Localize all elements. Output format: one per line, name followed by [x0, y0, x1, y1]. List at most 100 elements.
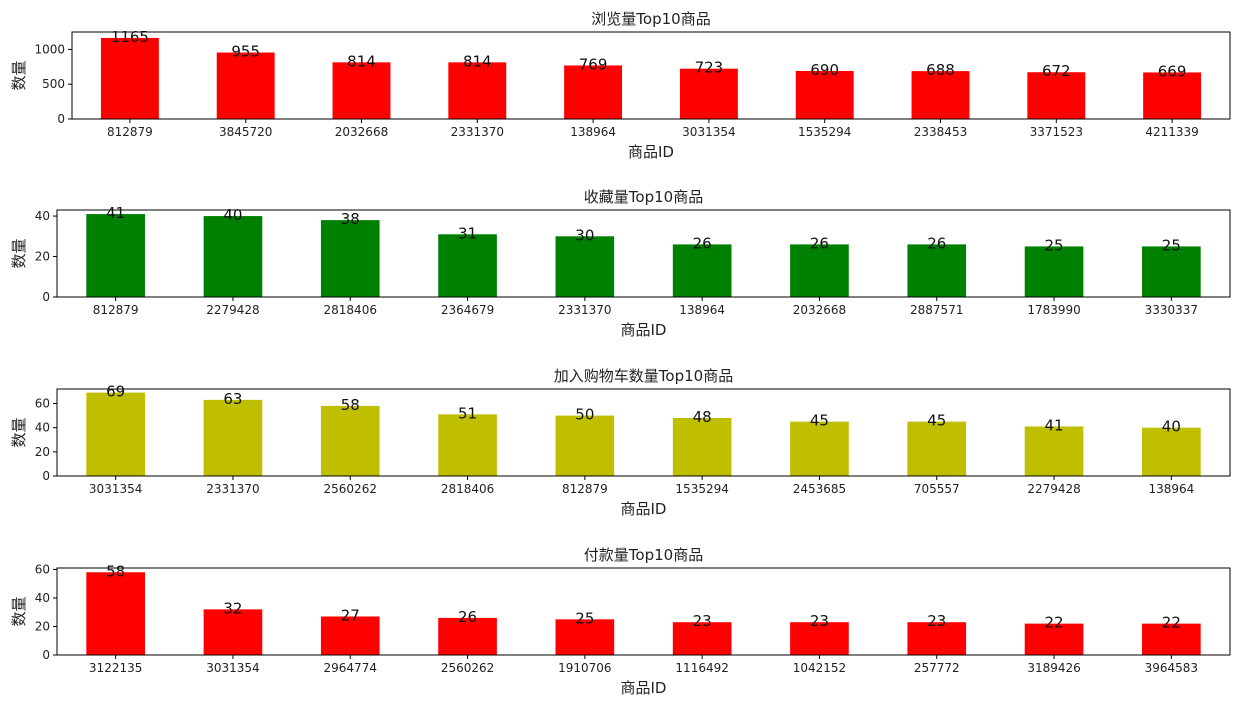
- x-tick-label: 257772: [914, 661, 960, 675]
- x-tick-label: 2887571: [910, 303, 963, 317]
- y-axis-label: 数量: [10, 60, 28, 90]
- x-tick-label: 1783990: [1027, 303, 1080, 317]
- data-label: 769: [579, 55, 608, 73]
- bar: [790, 622, 849, 655]
- x-tick-label: 2279428: [1027, 482, 1080, 496]
- data-label: 69: [106, 383, 125, 401]
- bar: [100, 37, 159, 119]
- x-tick-label: 2560262: [324, 482, 377, 496]
- x-tick-label: 138964: [679, 303, 725, 317]
- data-label: 25: [1162, 236, 1181, 254]
- bar: [320, 405, 380, 476]
- y-tick-label: 0: [42, 648, 50, 662]
- data-label: 58: [106, 562, 125, 580]
- bar: [320, 616, 380, 655]
- data-label: 26: [693, 234, 712, 252]
- bar: [438, 234, 497, 297]
- data-label: 23: [810, 612, 829, 630]
- x-tick-label: 1535294: [798, 125, 851, 139]
- bar: [86, 572, 145, 655]
- data-label: 22: [1162, 614, 1181, 632]
- bar: [203, 216, 263, 297]
- bar: [203, 399, 263, 477]
- x-axis-label: 商品ID: [621, 500, 667, 518]
- y-tick-label: 20: [35, 445, 50, 459]
- data-label: 955: [231, 43, 260, 61]
- data-label: 40: [1162, 418, 1181, 436]
- bar: [332, 62, 391, 119]
- bar: [320, 220, 380, 297]
- x-tick-label: 3122135: [89, 661, 142, 675]
- data-label: 23: [927, 612, 946, 630]
- subplot-1: 1165 955 814 814 769 723 690 688 672 669 812879 384…: [10, 10, 1231, 161]
- data-label: 688: [926, 61, 955, 79]
- x-tick-label: 3330337: [1145, 303, 1198, 317]
- data-label: 58: [341, 396, 360, 414]
- subplot-4: 58 32 27 26 25 23 23 23 22 22 3122135 3031354 296477…: [10, 546, 1231, 697]
- x-tick-label: 138964: [1148, 482, 1194, 496]
- x-tick-label: 3031354: [89, 482, 142, 496]
- y-tick-label: 500: [42, 77, 65, 91]
- data-label: 814: [463, 52, 492, 70]
- x-tick-label: 812879: [93, 303, 139, 317]
- x-tick-label: 1535294: [675, 482, 728, 496]
- chart-title: 加入购物车数量Top10商品: [554, 367, 733, 385]
- data-label: 45: [927, 412, 946, 430]
- y-axis-label: 数量: [10, 238, 28, 268]
- x-tick-label: 2453685: [793, 482, 846, 496]
- y-tick-label: 1000: [34, 42, 65, 56]
- data-label: 48: [693, 408, 712, 426]
- data-label: 27: [341, 606, 360, 624]
- x-tick-label: 4211339: [1145, 125, 1198, 139]
- plot-frame: [56, 567, 1231, 656]
- x-tick-label: 3845720: [219, 125, 272, 139]
- x-tick-label: 2331370: [451, 125, 504, 139]
- y-tick-label: 0: [57, 112, 65, 126]
- bar: [911, 71, 970, 119]
- bar: [672, 418, 732, 476]
- x-axis-label: 商品ID: [621, 679, 667, 697]
- bar: [672, 244, 732, 297]
- data-label: 26: [927, 234, 946, 252]
- data-label: 669: [1158, 62, 1187, 80]
- x-tick-label: 3964583: [1145, 661, 1198, 675]
- bar: [1142, 246, 1201, 297]
- bar: [790, 421, 849, 477]
- bar: [438, 414, 497, 477]
- data-label: 814: [347, 52, 376, 70]
- y-tick-label: 0: [42, 290, 50, 304]
- data-label: 23: [693, 612, 712, 630]
- data-label: 723: [695, 59, 724, 77]
- x-tick-label: 3031354: [206, 661, 259, 675]
- data-label: 1165: [111, 28, 149, 46]
- plot-frame: [56, 388, 1231, 477]
- x-tick-label: 2032668: [335, 125, 388, 139]
- data-label: 63: [223, 390, 242, 408]
- bar: [555, 415, 615, 476]
- data-label: 32: [223, 599, 242, 617]
- x-tick-label: 1116492: [675, 661, 728, 675]
- bar: [203, 609, 263, 655]
- bar: [1142, 427, 1201, 476]
- x-tick-label: 3031354: [682, 125, 735, 139]
- bar: [216, 52, 275, 119]
- data-label: 30: [575, 226, 594, 244]
- x-tick-label: 2032668: [793, 303, 846, 317]
- data-label: 26: [458, 608, 477, 626]
- bar: [555, 619, 615, 655]
- x-tick-label: 3371523: [1030, 125, 1083, 139]
- chart-title: 浏览量Top10商品: [591, 10, 710, 28]
- data-label: 672: [1042, 62, 1071, 80]
- x-axis-label: 商品ID: [621, 321, 667, 339]
- x-tick-label: 2818406: [441, 482, 494, 496]
- bar: [907, 622, 967, 655]
- bar: [1024, 623, 1084, 655]
- y-tick-label: 60: [35, 397, 50, 411]
- bar: [907, 421, 967, 477]
- bar: [672, 622, 732, 655]
- bar: [555, 236, 615, 297]
- y-tick-label: 0: [42, 469, 50, 483]
- data-label: 22: [1045, 614, 1064, 632]
- x-tick-label: 2560262: [441, 661, 494, 675]
